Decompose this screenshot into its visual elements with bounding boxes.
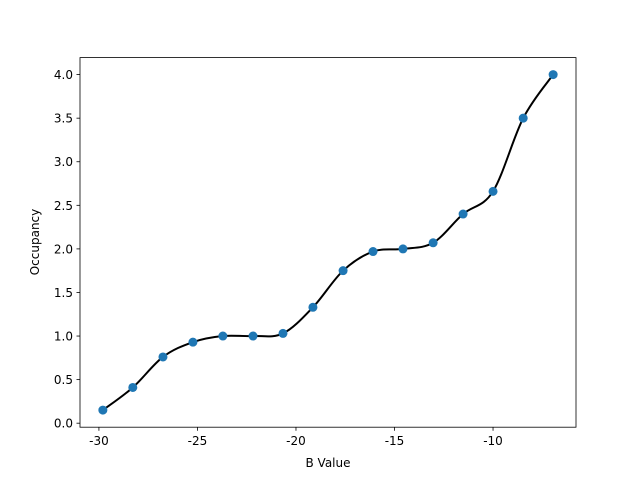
data-point (278, 328, 288, 338)
x-tick-label: -25 (188, 434, 208, 448)
data-point (338, 266, 348, 276)
data-point (188, 337, 198, 347)
data-point (158, 352, 168, 362)
data-point (128, 382, 138, 392)
y-tick-label: 2.0 (54, 242, 73, 256)
y-tick-label: 0.5 (54, 373, 73, 387)
y-tick-label: 4.0 (54, 68, 73, 82)
plot-frame (79, 57, 577, 428)
data-point (98, 405, 108, 415)
data-point (488, 186, 498, 196)
data-point (458, 209, 468, 219)
x-tick-label: -15 (385, 434, 405, 448)
y-tick-label: 1.5 (54, 286, 73, 300)
y-tick-label: 2.5 (54, 199, 73, 213)
y-tick-label: 3.5 (54, 112, 73, 126)
data-point (548, 70, 558, 80)
y-axis-label: Occupancy (28, 209, 42, 276)
data-point (368, 247, 378, 257)
fit-line (102, 74, 554, 411)
data-point (518, 113, 528, 123)
y-tick-label: 3.0 (54, 155, 73, 169)
data-point (218, 331, 228, 341)
data-point (428, 238, 438, 248)
data-point (248, 331, 258, 341)
data-point (398, 244, 408, 254)
x-tick-label: -30 (89, 434, 109, 448)
x-axis-label: B Value (306, 456, 351, 470)
y-tick-label: 1.0 (54, 330, 73, 344)
y-tick-label: 0.0 (54, 417, 73, 431)
x-tick-label: -20 (286, 434, 306, 448)
data-point (308, 302, 318, 312)
x-tick-label: -10 (483, 434, 503, 448)
